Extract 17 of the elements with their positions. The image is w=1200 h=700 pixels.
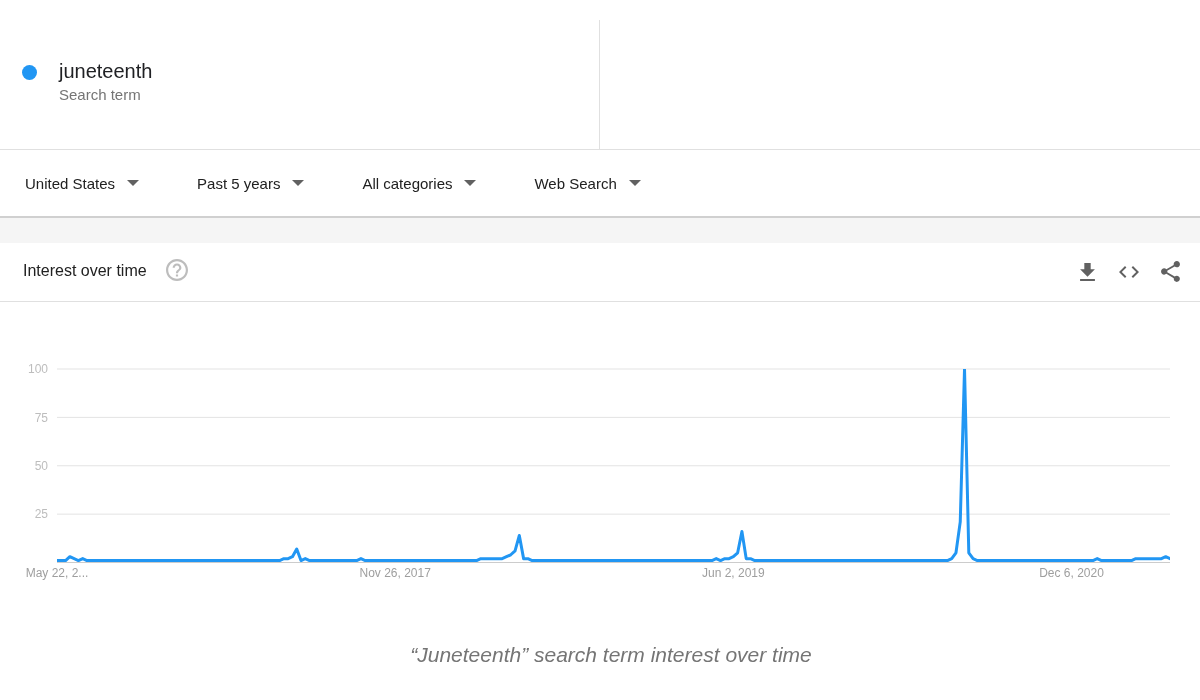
text: United States (25, 174, 116, 192)
x-tick-label: May 22, 2... (25, 566, 89, 581)
text: “Juneteenth” search term interest over time (410, 643, 812, 666)
y-tick-label: 25 (34, 507, 49, 522)
x-tick-label: Jun 2, 2019 (702, 566, 766, 581)
y-tick-label: 50 (34, 459, 49, 474)
text: Past 5 years (197, 174, 281, 192)
x-tick-label: Dec 6, 2020 (1039, 566, 1105, 581)
chart-title: Interest over time (23, 262, 147, 279)
y-tick-label: 100 (27, 362, 49, 377)
line-series (57, 369, 1170, 563)
text: All categories (362, 174, 453, 192)
y-tick-label: 75 (34, 410, 49, 425)
text: Search term (59, 86, 141, 103)
x-tick-label: Nov 26, 2017 (359, 566, 432, 581)
legend-label: juneteenth (59, 60, 153, 82)
text: Web Search (534, 174, 617, 192)
